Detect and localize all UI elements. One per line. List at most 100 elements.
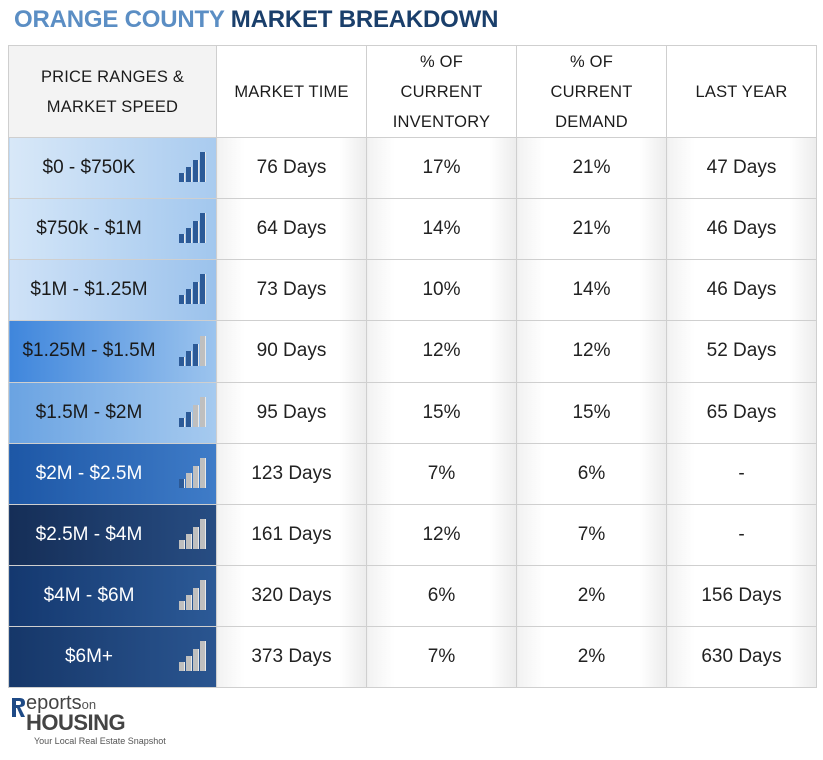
- market-speed-icon: [179, 457, 206, 488]
- price-range-label: $2.5M - $4M: [35, 523, 143, 545]
- market-speed-icon: [179, 213, 206, 244]
- market-time-cell: 76 Days: [216, 137, 367, 200]
- speed-bar: [193, 526, 199, 549]
- price-range-cell: $6M+: [8, 625, 217, 689]
- speed-bar: [186, 472, 192, 488]
- market-speed-icon: [179, 396, 206, 427]
- market-time-cell: 161 Days: [216, 503, 367, 566]
- speed-bar: [179, 539, 185, 549]
- price-range-cell: $1.5M - $2M: [8, 381, 217, 444]
- price-range-cell: $1.25M - $1.5M: [8, 320, 217, 383]
- header-line: PRICE RANGES &: [40, 67, 185, 86]
- inventory-cell: 14%: [366, 198, 517, 261]
- market-table: PRICE RANGES & MARKET SPEED MARKET TIME % O…: [8, 44, 817, 689]
- speed-bar: [193, 343, 199, 366]
- market-speed-icon: [179, 579, 206, 610]
- speed-bar: [186, 533, 192, 549]
- speed-bar: [193, 160, 199, 183]
- speed-bar: [186, 350, 192, 366]
- market-time-cell: 64 Days: [216, 198, 367, 261]
- speed-bar: [200, 335, 206, 366]
- last-year-cell: 46 Days: [666, 259, 817, 322]
- last-year-cell: 630 Days: [666, 625, 817, 689]
- market-time-cell: 320 Days: [216, 564, 367, 627]
- column-header-1: MARKET TIME: [216, 44, 367, 139]
- price-range-label: $1.25M - $1.5M: [22, 340, 156, 362]
- title-county: ORANGE COUNTY: [14, 6, 225, 33]
- demand-cell: 2%: [516, 564, 667, 627]
- last-year-cell: 52 Days: [666, 320, 817, 383]
- title-breakdown: MARKET BREAKDOWN: [230, 6, 499, 33]
- last-year-cell: -: [666, 442, 817, 505]
- speed-bar: [200, 457, 206, 488]
- market-time-cell: 73 Days: [216, 259, 367, 322]
- price-range-cell: $1M - $1.25M: [8, 259, 217, 322]
- speed-bar: [200, 213, 206, 244]
- table-row: $1.25M - $1.5M 90 Days 12% 12% 52 Days: [8, 320, 817, 383]
- column-header-3: % OF CURRENT DEMAND: [516, 44, 667, 139]
- last-year-cell: -: [666, 503, 817, 566]
- market-speed-icon: [179, 641, 206, 671]
- price-range-label: $1M - $1.25M: [30, 279, 148, 301]
- header-line: DEMAND: [555, 112, 628, 131]
- header-line: % OF: [420, 52, 463, 71]
- price-range-label: $750k - $1M: [36, 218, 142, 240]
- demand-cell: 21%: [516, 198, 667, 261]
- speed-bar: [193, 587, 199, 610]
- inventory-cell: 17%: [366, 137, 517, 200]
- last-year-cell: 47 Days: [666, 137, 817, 200]
- header-line: MARKET TIME: [234, 82, 349, 101]
- table-row: $1M - $1.25M 73 Days 10% 14% 46 Days: [8, 259, 817, 322]
- column-header-2: % OF CURRENT INVENTORY: [366, 44, 517, 139]
- speed-bar: [186, 228, 192, 244]
- inventory-cell: 7%: [366, 442, 517, 505]
- market-speed-icon: [179, 274, 206, 305]
- market-time-cell: 90 Days: [216, 320, 367, 383]
- speed-bar: [200, 152, 206, 183]
- price-range-cell: $750k - $1M: [8, 198, 217, 261]
- demand-cell: 7%: [516, 503, 667, 566]
- speed-bar: [186, 594, 192, 610]
- logo-housing-text: HOUSING: [26, 710, 126, 735]
- table-row: $6M+ 373 Days 7% 2% 630 Days: [8, 625, 817, 689]
- demand-cell: 2%: [516, 625, 667, 689]
- speed-bar: [200, 579, 206, 610]
- inventory-cell: 12%: [366, 320, 517, 383]
- speed-bar: [193, 282, 199, 305]
- last-year-cell: 46 Days: [666, 198, 817, 261]
- speed-bar: [179, 295, 185, 305]
- price-range-label: $6M+: [64, 645, 114, 667]
- speed-bar: [179, 478, 185, 488]
- header-line: LAST YEAR: [695, 82, 788, 101]
- speed-bar: [179, 234, 185, 244]
- column-header-4: LAST YEAR: [666, 44, 817, 139]
- speed-bar: [193, 649, 199, 671]
- page-title: ORANGE COUNTY MARKET BREAKDOWN: [14, 6, 498, 34]
- table-row: $750k - $1M 64 Days 14% 21% 46 Days: [8, 198, 817, 261]
- header-line: % OF: [570, 52, 613, 71]
- column-header-0: PRICE RANGES & MARKET SPEED: [8, 44, 217, 139]
- market-time-cell: 123 Days: [216, 442, 367, 505]
- demand-cell: 6%: [516, 442, 667, 505]
- speed-bar: [200, 274, 206, 305]
- price-range-cell: $2.5M - $4M: [8, 503, 217, 566]
- price-range-label: $0 - $750K: [42, 157, 136, 179]
- inventory-cell: 15%: [366, 381, 517, 444]
- header-line: MARKET SPEED: [46, 97, 179, 116]
- speed-bar: [179, 600, 185, 610]
- logo-r-icon: [12, 698, 25, 717]
- table-row: $2M - $2.5M 123 Days 7% 6% -: [8, 442, 817, 505]
- inventory-cell: 10%: [366, 259, 517, 322]
- price-range-cell: $0 - $750K: [8, 137, 217, 200]
- market-speed-icon: [179, 518, 206, 549]
- speed-bar: [200, 396, 206, 427]
- last-year-cell: 156 Days: [666, 564, 817, 627]
- demand-cell: 21%: [516, 137, 667, 200]
- inventory-cell: 7%: [366, 625, 517, 689]
- table-row: $1.5M - $2M 95 Days 15% 15% 65 Days: [8, 381, 817, 444]
- market-speed-icon: [179, 335, 206, 366]
- price-range-label: $2M - $2.5M: [35, 462, 143, 484]
- header-row: PRICE RANGES & MARKET SPEED MARKET TIME % O…: [8, 44, 817, 139]
- speed-bar: [200, 641, 206, 671]
- price-range-cell: $4M - $6M: [8, 564, 217, 627]
